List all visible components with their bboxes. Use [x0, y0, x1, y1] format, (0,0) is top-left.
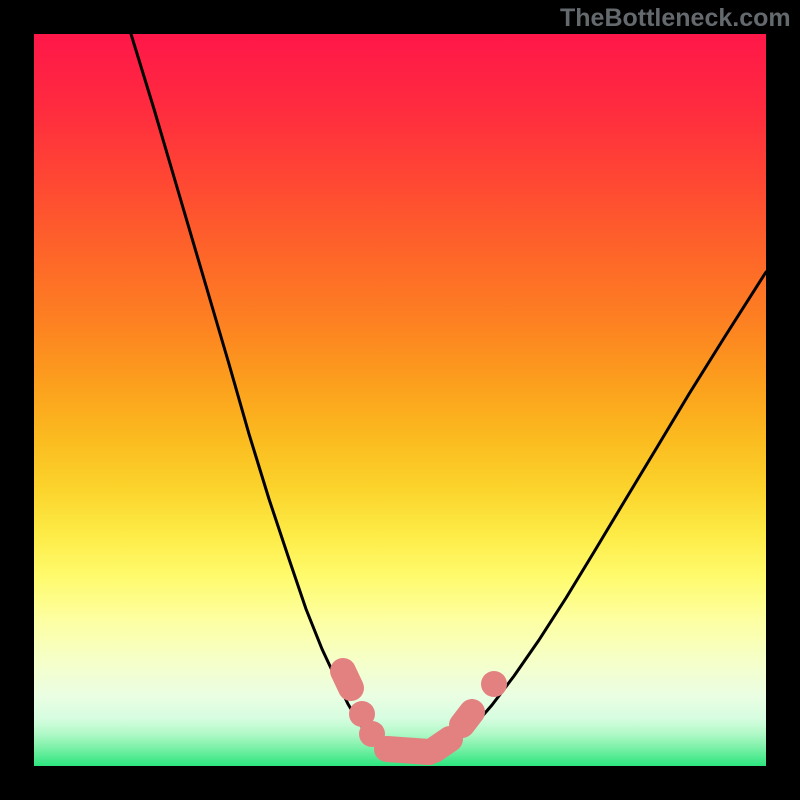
chart-svg	[0, 0, 800, 800]
data-marker	[343, 671, 351, 688]
watermark-text: TheBottleneck.com	[560, 4, 791, 33]
data-marker	[434, 739, 450, 750]
data-marker	[462, 712, 472, 725]
plot-background	[34, 34, 766, 766]
data-marker	[481, 671, 507, 697]
chart-canvas: TheBottleneck.com	[0, 0, 800, 800]
